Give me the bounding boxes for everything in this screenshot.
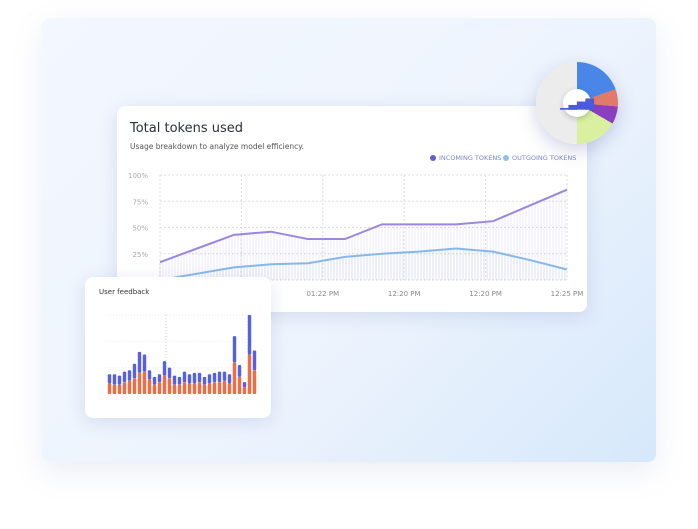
bar [247, 354, 252, 394]
bar [157, 382, 162, 394]
bar [242, 382, 247, 388]
bar [182, 382, 187, 394]
bar [222, 380, 227, 394]
bar [117, 384, 122, 394]
bar [127, 370, 132, 381]
bar [182, 371, 187, 383]
x-tick-label: 12:25 PM [551, 290, 584, 298]
bar [137, 351, 142, 373]
legend-label: OUTGOING TOKENS [512, 154, 577, 162]
bar [232, 336, 237, 363]
bar [252, 350, 257, 371]
bar [112, 374, 117, 385]
bar [172, 375, 177, 385]
bar [107, 374, 112, 384]
bar-chart-icon: ▁▃▅▇ [560, 89, 594, 117]
y-tick-label: 100% [128, 172, 148, 180]
bar [172, 384, 177, 394]
y-tick-label: 75% [132, 198, 148, 206]
bar [237, 376, 242, 394]
bar [202, 376, 207, 385]
bar [187, 383, 192, 394]
bar [157, 374, 162, 383]
bar [192, 383, 197, 394]
bar [227, 383, 232, 394]
bar [252, 370, 257, 394]
series-line [159, 247, 568, 281]
bar [162, 361, 167, 376]
bar [152, 376, 157, 385]
bar [217, 382, 222, 394]
x-tick-label: 01:22 PM [306, 290, 339, 298]
card-subtitle: Usage breakdown to analyze model efficie… [130, 142, 304, 151]
y-tick-label: 25% [132, 251, 148, 259]
bar [147, 370, 152, 380]
bar [197, 382, 202, 394]
bar [142, 371, 147, 394]
bar [167, 378, 172, 394]
bar [212, 382, 217, 394]
bar [247, 315, 252, 355]
y-tick-label: 50% [132, 225, 148, 233]
bar [187, 374, 192, 384]
bar [127, 380, 132, 394]
bar [177, 384, 182, 394]
feedback-chart [107, 314, 257, 395]
legend-dot [503, 155, 509, 161]
card-title: User feedback [99, 288, 150, 296]
bar [192, 372, 197, 384]
bar [237, 365, 242, 377]
bar [162, 375, 167, 394]
bar [142, 354, 147, 372]
bar [132, 363, 137, 379]
bar [112, 384, 117, 394]
bar [242, 387, 247, 394]
bar [122, 371, 127, 383]
bar [137, 372, 142, 394]
bar [107, 383, 112, 394]
bar [132, 378, 137, 394]
bar [197, 372, 202, 383]
bar [117, 375, 122, 385]
bar [207, 383, 212, 394]
bar [227, 374, 232, 384]
user-feedback-card: User feedback [85, 277, 271, 418]
bar [202, 384, 207, 394]
bar [167, 367, 172, 379]
legend-outgoing: OUTGOING TOKENS [503, 154, 576, 162]
bar [217, 371, 222, 383]
x-tick-label: 12:20 PM [388, 290, 421, 298]
bar [122, 382, 127, 394]
legend-incoming: INCOMING TOKENS [430, 154, 501, 162]
pie-chart-widget[interactable]: ▁▃▅▇ [536, 62, 618, 144]
card-title: Total tokens used [130, 121, 244, 136]
bar [207, 374, 212, 384]
bar [147, 379, 152, 394]
legend-dot [430, 155, 436, 161]
bar [222, 371, 227, 381]
legend-label: INCOMING TOKENS [439, 154, 502, 162]
bar [212, 372, 217, 383]
tokens-chart: 0%25%50%75%100%12:39 PM11:33 AM01:22 PM1… [128, 172, 584, 298]
bar [177, 376, 182, 385]
bar [152, 384, 157, 394]
x-tick-label: 12:20 PM [469, 290, 502, 298]
bar [232, 362, 237, 394]
series-line [159, 188, 568, 264]
